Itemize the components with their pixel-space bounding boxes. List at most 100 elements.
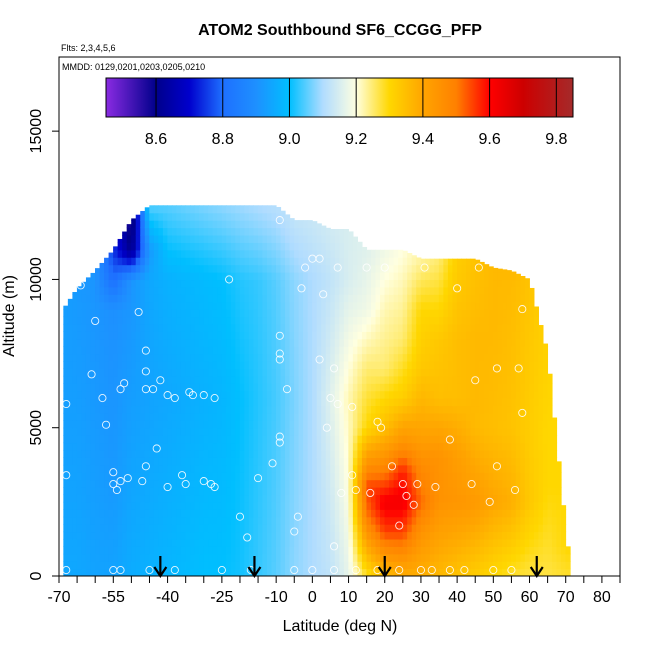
heatmap-cell xyxy=(275,360,282,369)
heatmap-cell xyxy=(325,435,331,444)
heatmap-cell xyxy=(226,524,232,533)
heatmap-cell xyxy=(85,442,92,451)
heatmap-cell xyxy=(361,487,368,496)
heatmap-cell xyxy=(303,412,309,421)
heatmap-cell xyxy=(303,501,309,510)
heatmap-cell xyxy=(524,390,530,399)
heatmap-cell xyxy=(343,538,349,547)
heatmap-cell xyxy=(158,457,164,466)
heatmap-cell xyxy=(289,353,295,362)
heatmap-cell xyxy=(176,338,182,347)
heatmap-cell xyxy=(361,338,368,347)
heatmap-cell xyxy=(135,472,141,481)
heatmap-cell xyxy=(443,561,449,570)
heatmap-cell xyxy=(398,338,404,347)
heatmap-cell xyxy=(443,412,449,421)
heatmap-cell xyxy=(443,531,449,540)
heatmap-cell xyxy=(475,516,481,525)
heatmap-cell xyxy=(90,286,96,295)
heatmap-cell xyxy=(380,412,386,421)
heatmap-cell xyxy=(334,405,340,414)
heatmap-cell xyxy=(303,479,309,488)
heatmap-cell xyxy=(230,472,236,481)
heatmap-cell xyxy=(185,279,191,288)
heatmap-cell xyxy=(226,353,232,362)
heatmap-cell xyxy=(506,464,512,473)
heatmap-cell xyxy=(108,301,114,310)
heatmap-cell xyxy=(176,464,182,473)
heatmap-cell xyxy=(511,435,517,444)
heatmap-cell xyxy=(352,546,359,555)
heatmap-cell xyxy=(135,420,141,429)
heatmap-cell xyxy=(434,331,440,340)
heatmap-cell xyxy=(235,568,241,576)
heatmap-cell xyxy=(158,368,164,377)
heatmap-cell xyxy=(393,501,399,510)
heatmap-cell xyxy=(398,294,404,303)
heatmap-cell xyxy=(99,360,105,369)
heatmap-cell xyxy=(271,457,277,466)
heatmap-cell xyxy=(429,524,435,533)
heatmap-cell xyxy=(488,487,494,496)
heatmap-cell xyxy=(253,442,259,451)
heatmap-cell xyxy=(466,338,472,347)
heatmap-cell xyxy=(208,286,214,295)
heatmap-cell xyxy=(493,272,499,281)
heatmap-cell xyxy=(190,494,196,503)
heatmap-cell xyxy=(370,561,377,570)
heatmap-cell xyxy=(67,427,73,436)
heatmap-cell xyxy=(420,464,426,473)
heatmap-cell xyxy=(434,258,440,266)
heatmap-cell xyxy=(466,449,472,458)
heatmap-cell xyxy=(257,383,263,392)
heatmap-cell xyxy=(203,212,209,221)
heatmap-cell xyxy=(334,561,340,570)
heatmap-cell xyxy=(108,435,114,444)
heatmap-cell xyxy=(285,531,291,540)
sample-point xyxy=(152,444,161,453)
heatmap-cell xyxy=(357,479,363,488)
heatmap-cell xyxy=(248,479,254,488)
heatmap-cell xyxy=(425,472,431,481)
heatmap-cell xyxy=(443,405,449,414)
heatmap-cell xyxy=(475,301,481,310)
heatmap-cell xyxy=(398,353,404,362)
heatmap-cell xyxy=(456,405,463,414)
heatmap-cell xyxy=(316,331,322,340)
heatmap-cell xyxy=(248,234,254,243)
heatmap-cell xyxy=(285,516,291,525)
heatmap-cell xyxy=(416,457,422,466)
heatmap-cell xyxy=(493,375,499,384)
heatmap-cell xyxy=(357,301,363,310)
heatmap-cell xyxy=(108,309,114,318)
heatmap-cell xyxy=(407,524,413,533)
heatmap-cell xyxy=(380,360,386,369)
heatmap-cell xyxy=(226,501,232,510)
heatmap-cell xyxy=(438,568,444,576)
heatmap-cell xyxy=(235,383,241,392)
heatmap-cell xyxy=(190,227,196,236)
heatmap-cell xyxy=(411,412,417,421)
heatmap-cell xyxy=(212,516,218,525)
heatmap-cell xyxy=(502,286,508,295)
heatmap-cell xyxy=(235,442,241,451)
heatmap-cell xyxy=(176,568,182,576)
heatmap-cell xyxy=(466,309,472,318)
heatmap-cell xyxy=(398,457,404,466)
heatmap-cell xyxy=(294,412,300,421)
heatmap-cell xyxy=(126,531,132,540)
heatmap-cell xyxy=(167,323,173,332)
heatmap-cell xyxy=(230,323,236,332)
heatmap-cell xyxy=(194,435,200,444)
heatmap-cell xyxy=(76,412,83,421)
heatmap-cell xyxy=(370,442,377,451)
heatmap-cell xyxy=(135,346,141,355)
heatmap-cell xyxy=(108,368,114,377)
heatmap-cell xyxy=(244,309,250,318)
heatmap-cell xyxy=(470,323,476,332)
heatmap-cell xyxy=(393,538,399,547)
heatmap-cell xyxy=(551,509,558,518)
heatmap-cell xyxy=(407,253,413,258)
heatmap-cell xyxy=(547,568,553,576)
heatmap-cell xyxy=(330,390,336,399)
